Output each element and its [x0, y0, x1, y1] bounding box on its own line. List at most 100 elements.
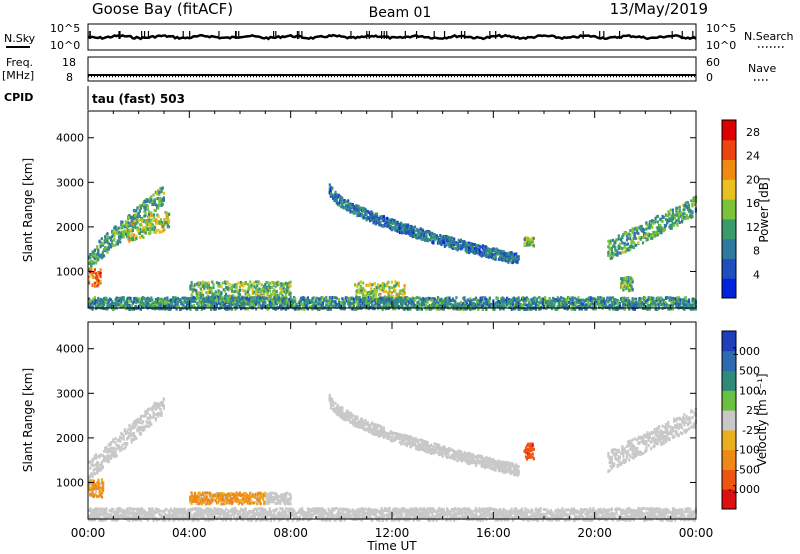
heatmap-cell [671, 307, 674, 311]
heatmap-cell [360, 302, 364, 306]
heatmap-cell [263, 302, 266, 306]
heatmap-cell [457, 244, 460, 248]
heatmap-cell [199, 291, 202, 295]
heatmap-cell [158, 198, 161, 202]
heatmap-cell [359, 206, 362, 210]
heatmap-cell [204, 282, 207, 286]
heatmap-cell [468, 251, 471, 255]
heatmap-cell [139, 307, 142, 311]
heatmap-cell [648, 226, 651, 230]
heatmap-cell [144, 205, 147, 209]
heatmap-cell [479, 299, 482, 303]
heatmap-cell [389, 221, 392, 225]
heatmap-cell [413, 229, 417, 233]
heatmap-cell [351, 203, 354, 206]
heatmap-cell [167, 225, 171, 229]
heatmap-cell [198, 301, 201, 305]
heatmap-cell [689, 305, 692, 309]
heatmap-cell [431, 297, 434, 301]
heatmap-cell [91, 475, 94, 479]
heatmap-cell [202, 298, 205, 302]
heatmap-cell [610, 250, 613, 253]
heatmap-cell [622, 233, 625, 237]
heatmap-cell [591, 299, 594, 303]
heatmap-cell [387, 223, 390, 227]
heatmap-cell [632, 246, 635, 250]
heatmap-cell [691, 210, 694, 214]
colorbar-swatch [722, 258, 736, 279]
heatmap-cell [398, 297, 402, 301]
heatmap-cell [158, 190, 161, 194]
heatmap-cell [230, 289, 233, 293]
heatmap-cell [412, 226, 415, 230]
heatmap-cell [527, 299, 531, 303]
heatmap-cell [206, 291, 209, 295]
colorbar-swatch [722, 139, 736, 161]
heatmap-cell [222, 288, 225, 292]
heatmap-cell [129, 425, 132, 429]
heatmap-cell [392, 305, 395, 309]
heatmap-cell [457, 246, 460, 250]
heatmap-cell [298, 305, 301, 308]
heatmap-cell [392, 295, 395, 298]
heatmap-cell [373, 307, 376, 311]
heatmap-cell [206, 297, 209, 301]
heatmap-cell [629, 283, 632, 287]
heatmap-cell [477, 249, 480, 253]
heatmap-cell [206, 294, 209, 298]
nsky-tick-bottom: 10^0 [50, 39, 80, 52]
heatmap-cell [470, 300, 473, 304]
heatmap-cell [251, 292, 254, 296]
heatmap-cell [192, 296, 195, 300]
heatmap-cell [686, 201, 689, 205]
heatmap-cell [370, 288, 373, 292]
heatmap-cell [128, 236, 131, 240]
heatmap-cell [226, 286, 229, 289]
heatmap-cell [358, 212, 361, 216]
heatmap-cell [526, 307, 529, 311]
heatmap-cell [268, 281, 271, 285]
heatmap-cell [375, 290, 379, 294]
heatmap-cell [381, 218, 384, 222]
heatmap-cell [268, 300, 271, 304]
heatmap-cell [389, 286, 392, 290]
heatmap-cell [417, 307, 420, 311]
heatmap-cell [625, 234, 628, 238]
heatmap-cell [137, 219, 140, 223]
heatmap-cell [562, 297, 565, 301]
heatmap-cell [470, 244, 473, 248]
heatmap-cell [191, 305, 194, 309]
heatmap-cell [91, 259, 94, 263]
heatmap-cell [284, 300, 288, 304]
heatmap-cell [175, 298, 178, 302]
heatmap-cell [337, 203, 341, 207]
heatmap-cell [203, 286, 206, 290]
heatmap-cell [200, 281, 203, 285]
heatmap-cell [139, 417, 142, 421]
heatmap-cell [689, 208, 692, 212]
heatmap-cell [101, 300, 104, 304]
heatmap-cell [236, 290, 239, 294]
heatmap-cell [115, 443, 118, 447]
heatmap-cell [354, 300, 357, 304]
heatmap-cell [468, 241, 471, 245]
heatmap-cell [132, 426, 136, 430]
heatmap-cell [120, 226, 123, 230]
heatmap-cell [359, 285, 362, 288]
nsky-label: N.Sky [4, 32, 36, 45]
heatmap-cell [455, 241, 458, 245]
heatmap-cell [530, 304, 533, 308]
heatmap-cell [130, 224, 133, 228]
heatmap-cell [164, 307, 167, 311]
heatmap-cell [372, 307, 375, 311]
heatmap-cell [144, 213, 147, 217]
heatmap-cell [497, 300, 501, 303]
heatmap-cell [643, 297, 646, 301]
heatmap-cell [273, 296, 276, 300]
heatmap-cell [193, 298, 197, 302]
heatmap-cell [531, 300, 534, 304]
heatmap-cell [321, 296, 324, 300]
heatmap-cell [607, 253, 610, 257]
heatmap-cell [613, 303, 616, 307]
heatmap-cell [189, 284, 192, 288]
